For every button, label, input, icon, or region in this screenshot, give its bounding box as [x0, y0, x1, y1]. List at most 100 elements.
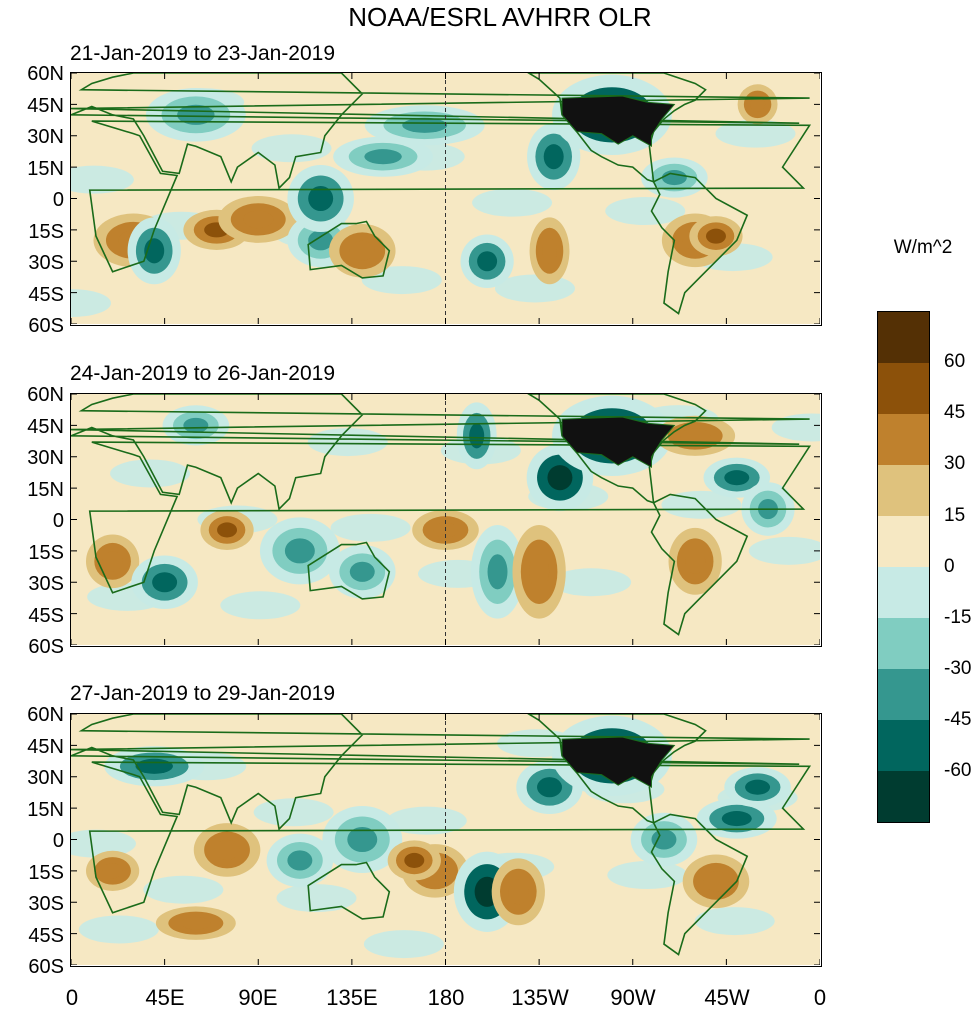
- colorbar-label: 30: [944, 453, 966, 474]
- anomaly-region: [152, 572, 178, 593]
- anomaly-region: [143, 875, 224, 904]
- anomaly-region: [307, 428, 388, 457]
- colorbar: [877, 311, 930, 823]
- lon-label: 45E: [145, 985, 185, 1010]
- lon-label: 0: [813, 985, 827, 1010]
- map-canvas: [71, 394, 820, 645]
- colorbar-swatch: [878, 720, 929, 771]
- lat-label: 60N: [27, 384, 64, 406]
- anomaly-region: [71, 829, 136, 858]
- colorbar-swatch: [878, 516, 929, 567]
- lon-label: 180: [427, 985, 465, 1010]
- olr-anomaly-map-panel-2: [70, 393, 822, 647]
- anomaly-region: [361, 266, 442, 295]
- panel-3-date-range: 27-Jan-2019 to 29-Jan-2019: [70, 682, 336, 705]
- lat-label: 45N: [27, 736, 64, 758]
- figure-title: NOAA/ESRL AVHRR OLR: [348, 2, 652, 32]
- coastline: [650, 493, 749, 636]
- anomaly-region: [745, 779, 771, 795]
- us-county-boundaries: [561, 736, 676, 789]
- anomaly-region: [183, 417, 209, 433]
- anomaly-region: [715, 119, 796, 148]
- lat-label: 60S: [28, 636, 64, 658]
- anomaly-region: [177, 104, 215, 125]
- anomaly-region: [705, 228, 726, 244]
- colorbar-label: -45: [944, 709, 972, 730]
- colorbar-units: W/m^2: [893, 237, 953, 258]
- lat-label: 15N: [27, 158, 64, 180]
- anomaly-region: [308, 230, 334, 251]
- lat-label: 0: [52, 510, 64, 532]
- colorbar-swatch: [878, 618, 929, 669]
- anomaly-region: [607, 861, 688, 890]
- anomaly-region: [287, 850, 313, 871]
- anomaly-region: [748, 536, 820, 565]
- olr-anomaly-map-panel-1: [70, 72, 822, 326]
- anomaly-region: [651, 829, 677, 850]
- coastline: [307, 541, 391, 600]
- colorbar-swatch: [878, 465, 929, 516]
- olr-anomaly-map-panel-3: [70, 713, 822, 967]
- lat-label: 30N: [27, 126, 64, 148]
- anomaly-region: [363, 930, 444, 959]
- lat-label: 0: [52, 189, 64, 211]
- colorbar-swatch: [878, 312, 929, 363]
- coastline: [650, 172, 749, 315]
- panel-2-date-range: 24-Jan-2019 to 26-Jan-2019: [70, 362, 336, 385]
- lat-label: 30S: [28, 893, 64, 915]
- anomaly-region: [102, 551, 123, 572]
- colorbar-label: 0: [944, 556, 955, 577]
- anomaly-region: [694, 907, 775, 936]
- anomaly-region: [771, 413, 820, 442]
- lat-label: 30S: [28, 252, 64, 274]
- anomaly-region: [71, 289, 111, 318]
- colorbar-label: 15: [944, 505, 966, 526]
- map-canvas: [71, 73, 820, 324]
- anomaly-region: [703, 871, 729, 892]
- anomaly-region: [469, 423, 485, 449]
- us-county-boundaries: [561, 95, 676, 148]
- anomaly-region: [243, 210, 274, 229]
- anomaly-region: [110, 459, 191, 488]
- coastline: [71, 714, 810, 831]
- anomaly-region: [276, 884, 357, 913]
- anomaly-region: [78, 915, 159, 944]
- anomaly-region: [330, 513, 411, 542]
- us-county-boundaries: [561, 416, 676, 469]
- colorbar-label: 45: [944, 402, 966, 423]
- colorbar-label: -15: [944, 607, 972, 628]
- lat-label: 15S: [28, 542, 64, 564]
- panel-1-date-range: 21-Jan-2019 to 23-Jan-2019: [70, 42, 336, 65]
- lat-label: 15N: [27, 799, 64, 821]
- lat-label: 15S: [28, 862, 64, 884]
- anomaly-region: [404, 852, 425, 868]
- colorbar-swatch: [878, 414, 929, 465]
- anomaly-region: [251, 134, 332, 163]
- anomaly-region: [487, 554, 508, 590]
- anomaly-region: [71, 165, 134, 194]
- coastline: [71, 394, 810, 511]
- anomaly-region: [349, 240, 375, 261]
- lat-label: 60S: [28, 956, 64, 978]
- anomaly-region: [547, 465, 573, 491]
- lat-label: 60N: [27, 704, 64, 726]
- anomaly-region: [551, 568, 632, 597]
- lat-label: 30S: [28, 573, 64, 595]
- anomaly-region: [220, 591, 301, 620]
- coastline: [650, 813, 749, 956]
- coastline: [88, 441, 812, 594]
- lon-label: 135W: [511, 985, 569, 1010]
- anomaly-region: [102, 863, 123, 879]
- lat-label: 45S: [28, 605, 64, 627]
- anomaly-region: [721, 811, 752, 827]
- colorbar-label: 60: [944, 351, 966, 372]
- colorbar-label: -60: [944, 760, 972, 781]
- coastline: [88, 761, 812, 914]
- anomaly-region: [542, 238, 558, 264]
- coastline: [88, 120, 812, 273]
- lon-label: 135E: [326, 985, 378, 1010]
- anomaly-region: [180, 916, 211, 930]
- lat-label: 30N: [27, 447, 64, 469]
- anomaly-region: [402, 117, 448, 133]
- anomaly-region: [680, 428, 711, 444]
